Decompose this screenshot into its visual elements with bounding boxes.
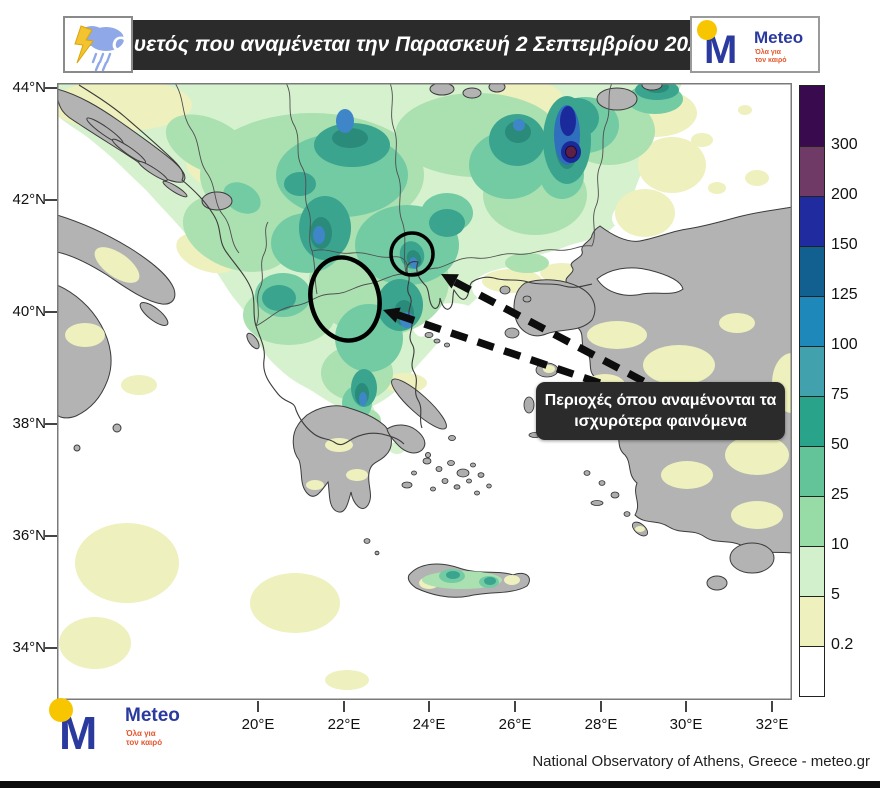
- storm-cloud-rain-lightning-icon: [63, 16, 133, 73]
- colorbar-label-5: 5: [831, 586, 840, 603]
- lat-label-38n: 38°N: [12, 415, 46, 432]
- colorbar-label-300: 300: [831, 136, 858, 153]
- brand-name: Meteo: [125, 705, 180, 726]
- coastlines: [78, 84, 593, 446]
- lat-tick: [45, 311, 57, 313]
- lat-label-40n: 40°N: [12, 303, 46, 320]
- precipitation-colorbar: [799, 85, 825, 697]
- colorbar-segment: [800, 346, 824, 396]
- lon-tick: [685, 701, 687, 712]
- attribution-text: National Observatory of Athens, Greece -…: [532, 753, 870, 770]
- lon-label-30e: 30°E: [669, 716, 703, 733]
- colorbar-label-0-2: 0.2: [831, 636, 854, 653]
- lon-tick: [514, 701, 516, 712]
- lon-label-24e: 24°E: [412, 716, 446, 733]
- lon-tick: [343, 701, 345, 712]
- sea-of-marmara: [596, 267, 684, 296]
- meteo-logo: M Meteo Όλα για τον καιρό: [690, 16, 820, 73]
- highlight-ellipse-large: [308, 255, 382, 343]
- bottom-divider-bar: [0, 781, 880, 788]
- colorbar-segment: [800, 546, 824, 596]
- meteo-m-icon: M: [49, 698, 97, 759]
- lat-tick: [45, 87, 57, 89]
- colorbar-segment: [800, 86, 824, 146]
- lon-label-22e: 22°E: [327, 716, 361, 733]
- colorbar-label-75: 75: [831, 386, 849, 403]
- colorbar-label-25: 25: [831, 486, 849, 503]
- colorbar-segment: [800, 396, 824, 446]
- callout-line1: Περιοχές όπου αναμένονται τα: [544, 392, 777, 409]
- lon-tick: [600, 701, 602, 712]
- lat-tick: [45, 535, 57, 537]
- lon-tick: [771, 701, 773, 712]
- colorbar-segment: [800, 196, 824, 246]
- map-border: [57, 83, 792, 700]
- lat-tick: [45, 647, 57, 649]
- colorbar-segment: [800, 496, 824, 546]
- colorbar-label-150: 150: [831, 236, 858, 253]
- strongest-phenomena-callout: Περιοχές όπου αναμένονται τα ισχυρότερα …: [536, 382, 785, 440]
- colorbar-label-50: 50: [831, 436, 849, 453]
- lat-label-34n: 34°N: [12, 639, 46, 656]
- colorbar-segment: [800, 646, 824, 696]
- lon-tick: [428, 701, 430, 712]
- callout-line2: ισχυρότερα φαινόμενα: [574, 413, 747, 430]
- colorbar-label-200: 200: [831, 186, 858, 203]
- brand-tagline: Όλα για τον καιρό: [755, 49, 787, 65]
- meteo-m-icon: M: [697, 20, 737, 72]
- page-title: Ο υετός που αναμένεται την Παρασκευή 2 Σ…: [111, 33, 712, 56]
- colorbar-segment: [800, 146, 824, 196]
- lon-label-26e: 26°E: [498, 716, 532, 733]
- lon-label-28e: 28°E: [584, 716, 618, 733]
- lon-tick: [257, 701, 259, 712]
- colorbar-label-125: 125: [831, 286, 858, 303]
- colorbar-segment: [800, 246, 824, 296]
- lat-tick: [45, 199, 57, 201]
- colorbar-label-100: 100: [831, 336, 858, 353]
- lat-label-44n: 44°N: [12, 79, 46, 96]
- arrow-upper: [441, 274, 662, 394]
- meteo-logo-footer: M Meteo Όλα για τον καιρό: [47, 697, 207, 759]
- max-precipitation-cell: [554, 105, 581, 165]
- brand-tagline: Όλα για τον καιρό: [126, 729, 163, 748]
- colorbar-label-10: 10: [831, 536, 849, 553]
- brand-name: Meteo: [754, 28, 804, 47]
- colorbar-segment: [800, 446, 824, 496]
- lat-tick: [45, 423, 57, 425]
- colorbar-segment: [800, 596, 824, 646]
- highlight-ellipse-small: [389, 231, 435, 277]
- map-title-bar: Ο υετός που αναμένεται την Παρασκευή 2 Σ…: [112, 20, 711, 70]
- colorbar-segment: [800, 296, 824, 346]
- lat-label-36n: 36°N: [12, 527, 46, 544]
- lon-label-32e: 32°E: [755, 716, 789, 733]
- lon-label-20e: 20°E: [241, 716, 275, 733]
- lat-label-42n: 42°N: [12, 191, 46, 208]
